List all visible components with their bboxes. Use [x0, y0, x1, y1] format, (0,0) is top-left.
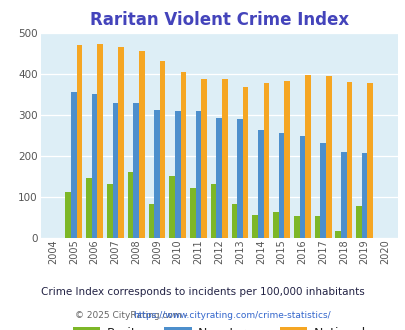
Bar: [148, 204, 154, 238]
Bar: [293, 216, 299, 238]
Bar: [284, 81, 289, 238]
Bar: [299, 136, 305, 238]
Bar: [237, 119, 242, 238]
Bar: [128, 172, 133, 238]
Bar: [190, 188, 195, 238]
Bar: [86, 178, 92, 238]
Bar: [263, 83, 269, 238]
Text: https://www.cityrating.com/crime-statistics/: https://www.cityrating.com/crime-statist…: [133, 311, 330, 320]
Bar: [97, 44, 103, 238]
Bar: [355, 206, 361, 238]
Legend: Raritan, New Jersey, National: Raritan, New Jersey, National: [67, 322, 370, 330]
Text: © 2025 CityRating.com -: © 2025 CityRating.com -: [75, 311, 190, 320]
Bar: [133, 103, 139, 238]
Bar: [77, 45, 82, 238]
Bar: [201, 79, 207, 238]
Bar: [305, 75, 310, 238]
Bar: [180, 72, 185, 238]
Bar: [139, 51, 144, 238]
Bar: [118, 47, 124, 238]
Bar: [314, 216, 320, 238]
Bar: [278, 133, 284, 238]
Bar: [252, 215, 257, 238]
Bar: [195, 111, 201, 238]
Bar: [231, 204, 237, 238]
Bar: [325, 76, 331, 238]
Bar: [71, 92, 77, 238]
Bar: [367, 82, 372, 238]
Bar: [222, 79, 227, 238]
Bar: [107, 184, 112, 238]
Bar: [335, 231, 340, 238]
Bar: [361, 153, 367, 238]
Bar: [65, 192, 71, 238]
Bar: [273, 212, 278, 238]
Bar: [216, 118, 222, 238]
Bar: [242, 87, 248, 238]
Bar: [320, 143, 325, 238]
Title: Raritan Violent Crime Index: Raritan Violent Crime Index: [90, 11, 348, 29]
Bar: [154, 110, 159, 238]
Bar: [159, 61, 165, 238]
Bar: [92, 94, 97, 238]
Text: Crime Index corresponds to incidents per 100,000 inhabitants: Crime Index corresponds to incidents per…: [41, 287, 364, 297]
Bar: [175, 111, 180, 238]
Bar: [257, 130, 263, 238]
Bar: [112, 103, 118, 238]
Bar: [340, 152, 346, 238]
Bar: [169, 176, 175, 238]
Bar: [346, 82, 352, 238]
Bar: [210, 183, 216, 238]
